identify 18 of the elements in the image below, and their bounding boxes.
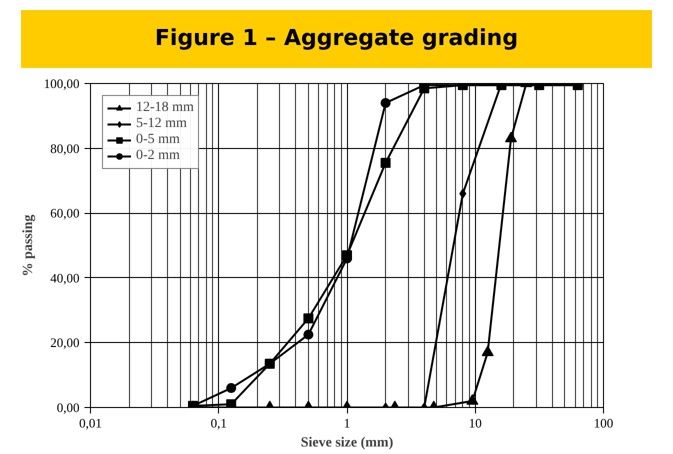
y-tick-label: 60,00 xyxy=(50,206,80,221)
x-tick-label: 0,1 xyxy=(210,416,227,430)
x-tick-label: 100 xyxy=(594,416,614,430)
legend-label: 5-12 mm xyxy=(136,116,187,132)
y-tick-label: 40,00 xyxy=(50,270,80,286)
legend-label: 0-5 mm xyxy=(136,132,180,148)
x-tick-label: 1 xyxy=(344,416,350,430)
chart-title: Figure 1 – Aggregate grading xyxy=(154,25,518,53)
x-tick-label: 10 xyxy=(468,416,482,430)
y-tick-label: 100,00 xyxy=(44,76,80,91)
x-axis-title: Sieve size (mm) xyxy=(300,436,394,450)
y-axis-title: % passing xyxy=(20,214,36,276)
y-tick-label: 80,00 xyxy=(50,140,80,156)
y-tick-label: 0,00 xyxy=(56,400,80,415)
x-tick-label: 0,01 xyxy=(79,416,102,430)
y-tick-label: 20,00 xyxy=(50,335,80,350)
legend-label: 0-2 mm xyxy=(136,148,180,164)
legend-label: 12-18 mm xyxy=(136,100,194,116)
